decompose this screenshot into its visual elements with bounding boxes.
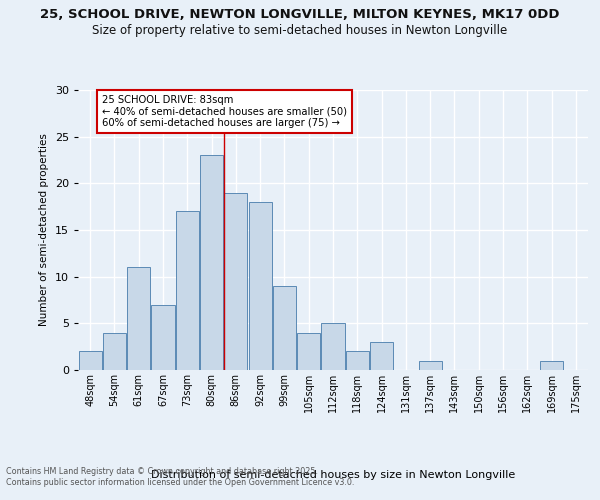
Bar — [200, 156, 223, 370]
Bar — [103, 332, 126, 370]
Text: Size of property relative to semi-detached houses in Newton Longville: Size of property relative to semi-detach… — [92, 24, 508, 37]
Y-axis label: Number of semi-detached properties: Number of semi-detached properties — [39, 134, 49, 326]
Text: 25 SCHOOL DRIVE: 83sqm
← 40% of semi-detached houses are smaller (50)
60% of sem: 25 SCHOOL DRIVE: 83sqm ← 40% of semi-det… — [102, 94, 347, 128]
Bar — [273, 286, 296, 370]
Bar — [322, 324, 344, 370]
X-axis label: Distribution of semi-detached houses by size in Newton Longville: Distribution of semi-detached houses by … — [151, 470, 515, 480]
Bar — [176, 212, 199, 370]
Bar — [224, 192, 247, 370]
Text: Contains HM Land Registry data © Crown copyright and database right 2025.
Contai: Contains HM Land Registry data © Crown c… — [6, 468, 355, 487]
Bar — [297, 332, 320, 370]
Bar — [127, 268, 150, 370]
Text: 25, SCHOOL DRIVE, NEWTON LONGVILLE, MILTON KEYNES, MK17 0DD: 25, SCHOOL DRIVE, NEWTON LONGVILLE, MILT… — [40, 8, 560, 20]
Bar — [151, 304, 175, 370]
Bar — [248, 202, 272, 370]
Bar — [419, 360, 442, 370]
Bar — [79, 352, 101, 370]
Bar — [346, 352, 369, 370]
Bar — [540, 360, 563, 370]
Bar — [370, 342, 393, 370]
